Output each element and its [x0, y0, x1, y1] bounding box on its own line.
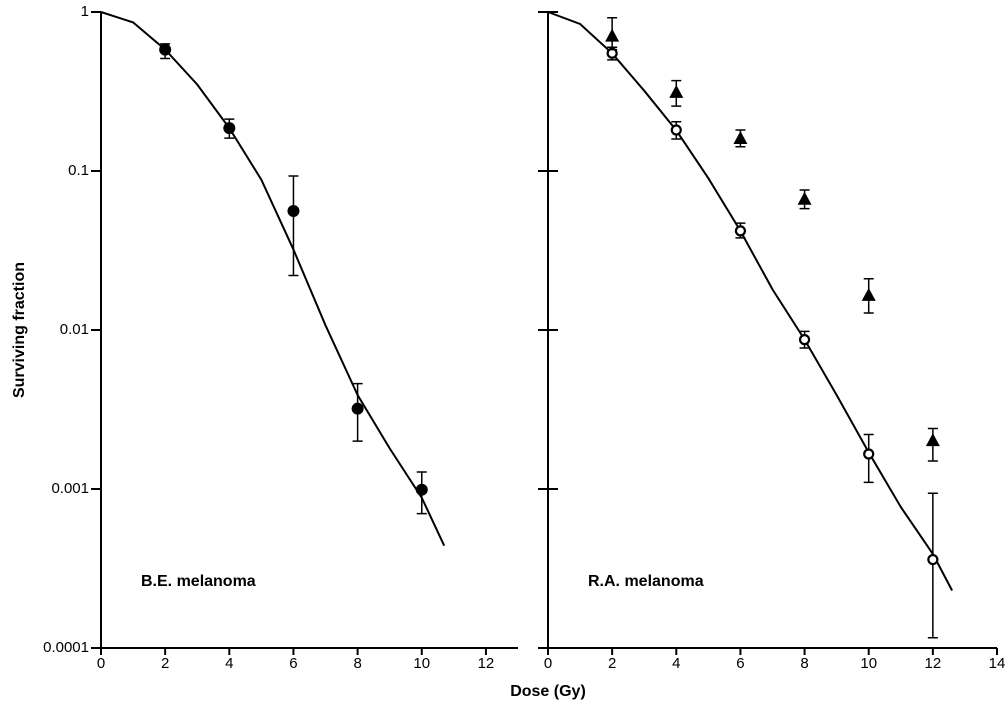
- point: [415, 483, 428, 496]
- x-tick-label: 8: [353, 655, 361, 672]
- y-tick-label: 0.01: [60, 321, 89, 338]
- y-tick-label: 0.1: [68, 162, 89, 179]
- point: [925, 433, 940, 447]
- panel-label: B.E. melanoma: [141, 573, 256, 590]
- y-tick-label: 0.0001: [43, 639, 89, 656]
- x-tick-label: 2: [161, 655, 169, 672]
- x-tick-label: 0: [97, 655, 105, 672]
- point: [669, 84, 684, 98]
- x-tick-label: 0: [544, 655, 552, 672]
- x-tick-label: 6: [736, 655, 744, 672]
- point: [863, 448, 875, 460]
- point: [670, 124, 682, 136]
- x-tick-label: 6: [289, 655, 297, 672]
- error-bar: [288, 175, 299, 277]
- y-axis-label: Surviving fraction: [11, 262, 28, 398]
- point: [159, 43, 172, 56]
- fit-curve: [547, 11, 953, 591]
- x-tick-label: 8: [800, 655, 808, 672]
- point: [734, 225, 747, 237]
- y-tick-label: 1: [81, 3, 89, 20]
- point: [287, 205, 300, 218]
- x-tick-label: 14: [989, 655, 1006, 672]
- x-axis-label: Dose (Gy): [510, 683, 586, 700]
- point: [927, 553, 939, 566]
- x-tick-label: 10: [860, 655, 877, 672]
- error-bar: [927, 492, 938, 639]
- point: [797, 191, 812, 205]
- x-tick-label: 12: [925, 655, 942, 672]
- y-tick-label: 0.001: [51, 480, 89, 497]
- panel-label: R.A. melanoma: [588, 573, 704, 590]
- x-tick-label: 4: [672, 655, 680, 672]
- point: [351, 402, 364, 415]
- fit-curve: [100, 11, 446, 547]
- point: [605, 28, 620, 42]
- point: [223, 122, 236, 135]
- point: [861, 287, 876, 301]
- point: [798, 334, 811, 346]
- x-tick-label: 4: [225, 655, 233, 672]
- x-tick-label: 10: [413, 655, 430, 672]
- x-tick-label: 2: [608, 655, 616, 672]
- point: [733, 130, 748, 144]
- x-tick-label: 12: [478, 655, 495, 672]
